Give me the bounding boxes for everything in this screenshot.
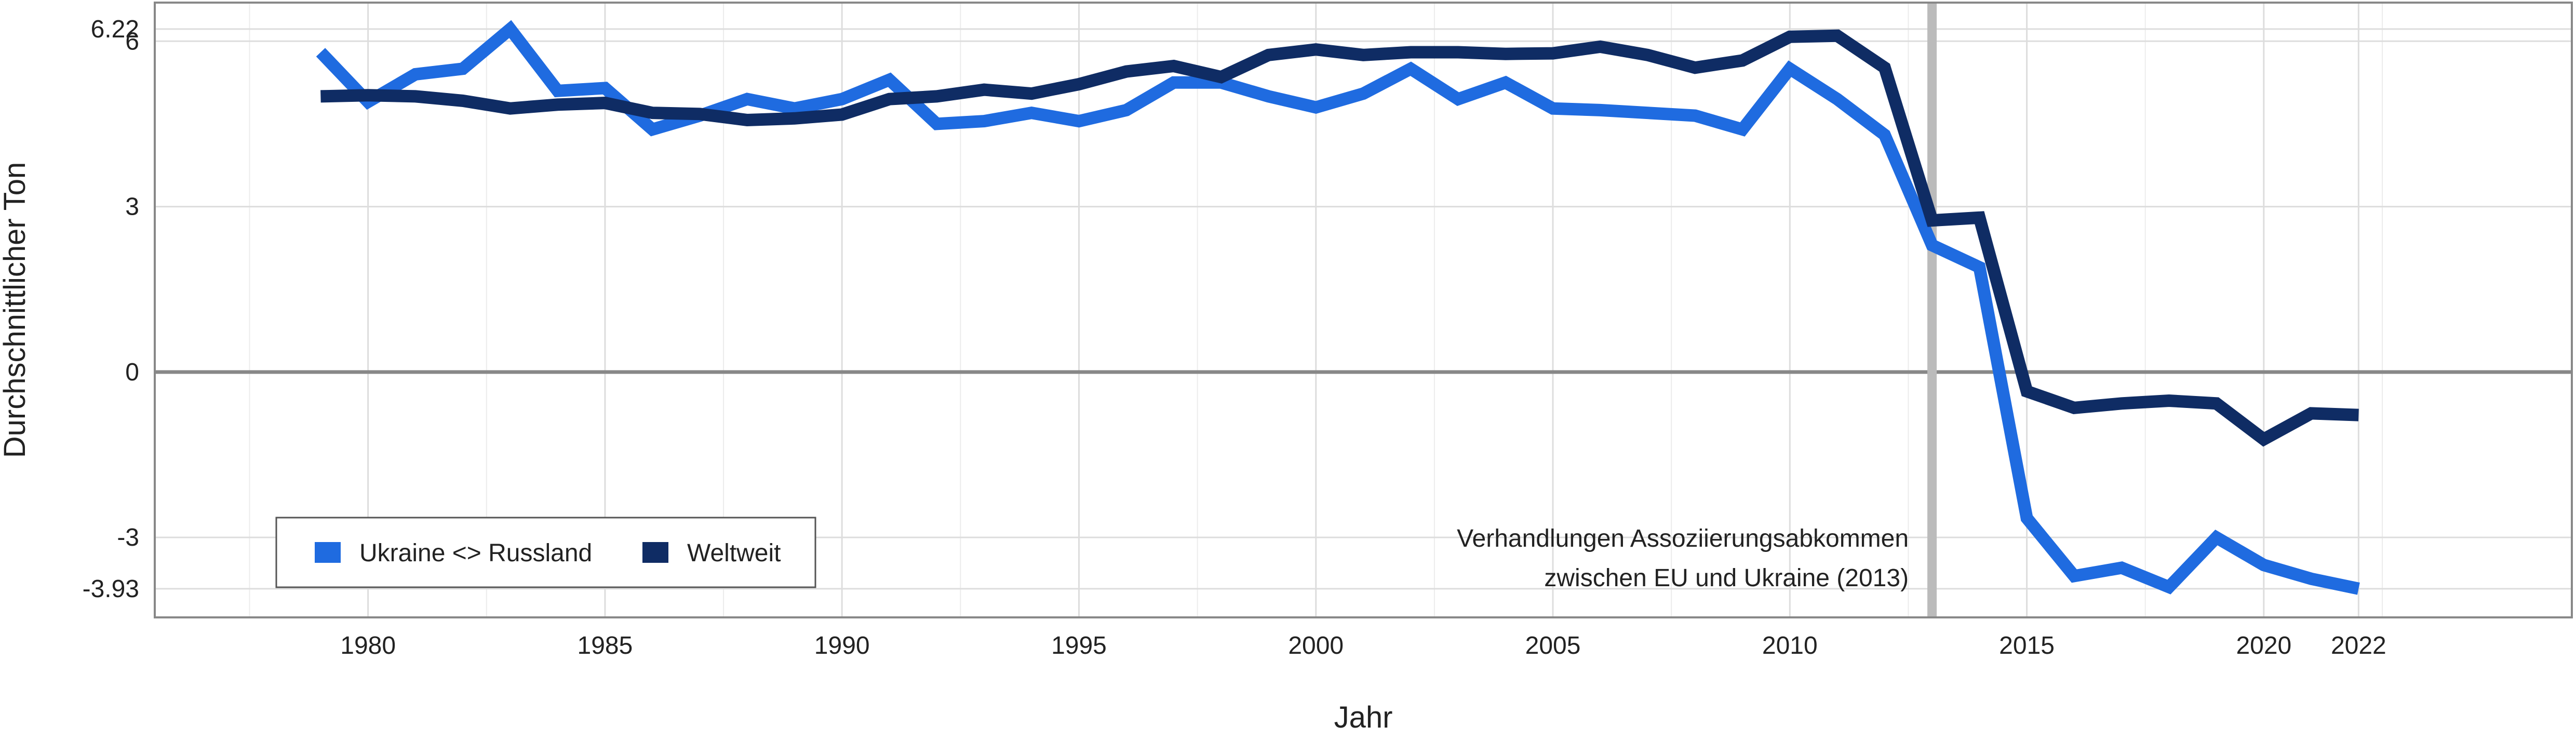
legend: Ukraine <> Russland Weltweit [275, 517, 816, 588]
y-tick-label: -3.93 [83, 575, 139, 603]
x-tick-label-2000: 2000 [1288, 632, 1344, 659]
event-annotation: Verhandlungen Assoziierungsabkommen zwis… [1457, 525, 1909, 592]
series-line-0 [316, 20, 2360, 595]
x-tick-label-1995: 1995 [1051, 632, 1107, 659]
legend-swatch-1 [642, 542, 668, 563]
legend-items: Ukraine <> Russland Weltweit [315, 539, 781, 567]
series-layer [316, 20, 2360, 595]
x-tick-label-1985: 1985 [578, 632, 633, 659]
legend-swatch-0 [315, 542, 341, 563]
legend-label-1: Weltweit [687, 539, 781, 567]
legend-label-0: Ukraine <> Russland [359, 539, 592, 567]
y-tick-label: 0 [125, 359, 139, 386]
plot-frame [154, 2, 2573, 618]
x-tick-label-1980: 1980 [340, 632, 396, 659]
x-tick-label-2010: 2010 [1762, 632, 1818, 659]
event-annotation-line-1: Verhandlungen Assoziierungsabkommen [1457, 525, 1909, 552]
x-tick-label-2015: 2015 [1999, 632, 2055, 659]
reference-lines [155, 3, 2572, 617]
tick-labels: 1980 1985 1990 1995 2000 2005 2010 2015 2020 2022… [83, 16, 2386, 659]
x-axis-title: Jahr [1334, 701, 1393, 734]
y-axis-title: Durchschnittlicher Ton [0, 162, 32, 458]
legend-box [275, 517, 816, 588]
y-tick-label: -3 [117, 524, 139, 551]
event-annotation-line-2: zwischen EU und Ukraine (2013) [1544, 564, 1909, 592]
x-tick-label-2022: 2022 [2331, 632, 2386, 659]
y-tick-label: 3 [125, 193, 139, 221]
y-tick-label: 6.22 [91, 16, 139, 43]
series-line-1 [320, 29, 2359, 447]
x-tick-label-1990: 1990 [814, 632, 870, 659]
x-tick-label-2020: 2020 [2236, 632, 2291, 659]
x-tick-label-2005: 2005 [1525, 632, 1581, 659]
y-tick-label: 6 [125, 28, 139, 55]
